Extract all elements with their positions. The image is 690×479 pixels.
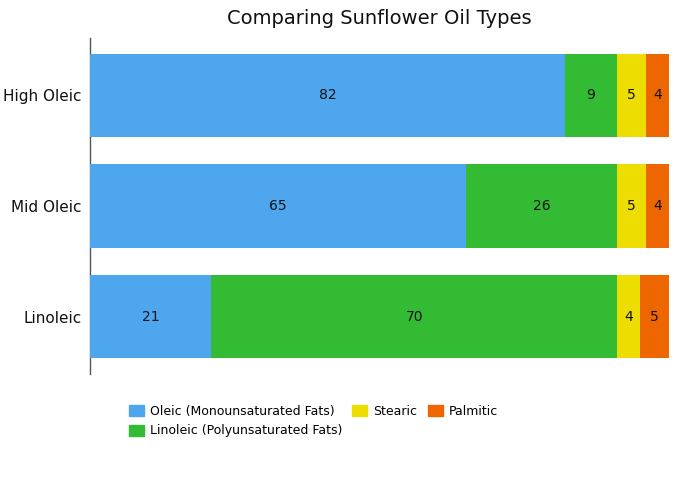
Text: 70: 70 — [406, 310, 423, 324]
Bar — [466, 164, 617, 248]
Bar — [90, 54, 565, 137]
Text: 5: 5 — [651, 310, 659, 324]
Bar — [646, 54, 669, 137]
Text: 5: 5 — [627, 88, 636, 102]
Text: 21: 21 — [141, 310, 159, 324]
Text: 4: 4 — [624, 310, 633, 324]
Text: 4: 4 — [653, 88, 662, 102]
Bar — [565, 54, 617, 137]
Bar — [640, 275, 669, 358]
Bar — [90, 164, 466, 248]
Text: 9: 9 — [586, 88, 595, 102]
Legend: Oleic (Monounsaturated Fats), Linoleic (Polyunsaturated Fats), Stearic, Palmitic: Oleic (Monounsaturated Fats), Linoleic (… — [125, 401, 502, 441]
Bar — [211, 275, 617, 358]
Bar — [617, 164, 646, 248]
Text: 65: 65 — [269, 199, 287, 213]
Text: 4: 4 — [653, 199, 662, 213]
Bar — [646, 164, 669, 248]
Bar — [617, 54, 646, 137]
Text: 82: 82 — [319, 88, 336, 102]
Text: 5: 5 — [627, 199, 636, 213]
Bar — [90, 275, 211, 358]
Bar — [617, 275, 640, 358]
Title: Comparing Sunflower Oil Types: Comparing Sunflower Oil Types — [227, 10, 532, 28]
Text: 26: 26 — [533, 199, 551, 213]
